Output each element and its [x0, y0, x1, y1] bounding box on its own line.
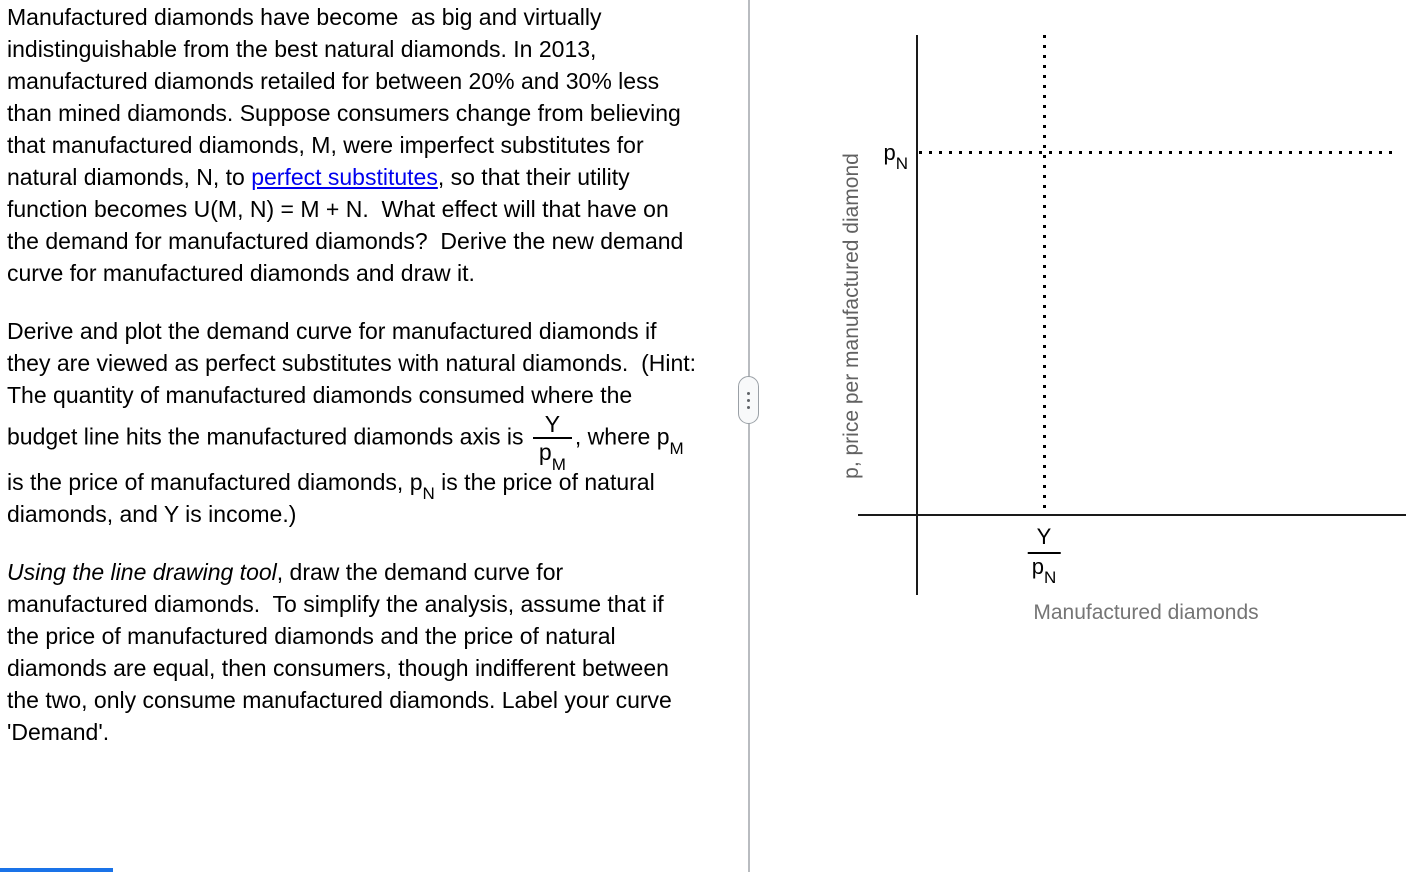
panel-divider: [748, 0, 750, 872]
problem-paragraph-2: Derive and plot the demand curve for man…: [7, 315, 700, 530]
paragraph-1-text-before-link: Manufactured diamonds have become as big…: [7, 4, 688, 190]
paragraph-3-italic-lead: Using the line drawing tool: [7, 558, 277, 585]
quantity-denominator-base: p: [1031, 553, 1044, 579]
fraction-denominator-subscript: M: [551, 454, 566, 474]
scrollbar-thumb[interactable]: [0, 868, 113, 872]
paragraph-1-text-after-link: , so that their utility function becomes…: [7, 164, 690, 286]
pn-label-subscript: N: [895, 154, 908, 174]
y-axis-label: p, price per manufactured diamond: [840, 153, 863, 479]
y-axis-line: [916, 35, 918, 595]
graph-panel[interactable]: p, price per manufactured diamond pN Y p…: [752, 0, 1416, 872]
fraction-numerator: Y: [544, 411, 561, 437]
paragraph-2-text-mid-2: is the price of manufactured diamonds, p: [7, 423, 691, 495]
quantity-denominator-subscript: N: [1043, 567, 1057, 587]
quantity-dotted-line: [1043, 35, 1046, 512]
problem-text-panel: Manufactured diamonds have become as big…: [7, 1, 700, 748]
paragraph-2-text-end: is the price of natural diamonds, and Y …: [7, 468, 662, 527]
drag-dot-icon: [747, 405, 750, 409]
x-axis-label: Manufactured diamonds: [1033, 601, 1259, 624]
paragraph-2-text-before-fraction: Derive and plot the demand curve for man…: [7, 318, 709, 450]
fraction-denominator-base: p: [538, 439, 552, 466]
paragraph-3-text: , draw the demand curve for manufactured…: [7, 558, 679, 745]
pn-label-base: p: [883, 140, 896, 165]
fraction-denominator: pM: [532, 437, 572, 473]
divider-drag-handle[interactable]: [738, 376, 759, 424]
x-axis-line: [858, 514, 1406, 516]
subscript-m: M: [669, 438, 684, 458]
drag-dot-icon: [747, 398, 750, 402]
drag-dot-icon: [747, 391, 750, 395]
quantity-fraction-denominator: pN: [1027, 551, 1061, 586]
perfect-substitutes-link[interactable]: perfect substitutes: [251, 164, 438, 190]
pn-price-label: pN: [883, 140, 908, 172]
problem-paragraph-1: Manufactured diamonds have become as big…: [7, 1, 700, 289]
paragraph-2-text-mid-1: , where p: [574, 423, 670, 450]
problem-paragraph-3: Using the line drawing tool, draw the de…: [7, 556, 700, 748]
subscript-n: N: [422, 484, 435, 504]
pn-price-dotted-line: [919, 151, 1396, 154]
quantity-intercept-label: Y pN: [1027, 524, 1061, 586]
quantity-fraction-numerator: Y: [1036, 524, 1052, 549]
